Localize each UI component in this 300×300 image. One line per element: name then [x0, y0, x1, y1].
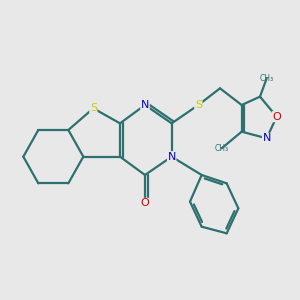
Text: S: S	[195, 100, 202, 110]
Text: CH₃: CH₃	[260, 74, 274, 83]
Text: N: N	[262, 133, 271, 143]
Text: N: N	[167, 152, 176, 162]
Text: N: N	[141, 100, 149, 110]
Text: S: S	[90, 103, 97, 113]
Text: O: O	[272, 112, 281, 122]
Text: CH₃: CH₃	[214, 144, 229, 153]
Text: O: O	[141, 198, 149, 208]
